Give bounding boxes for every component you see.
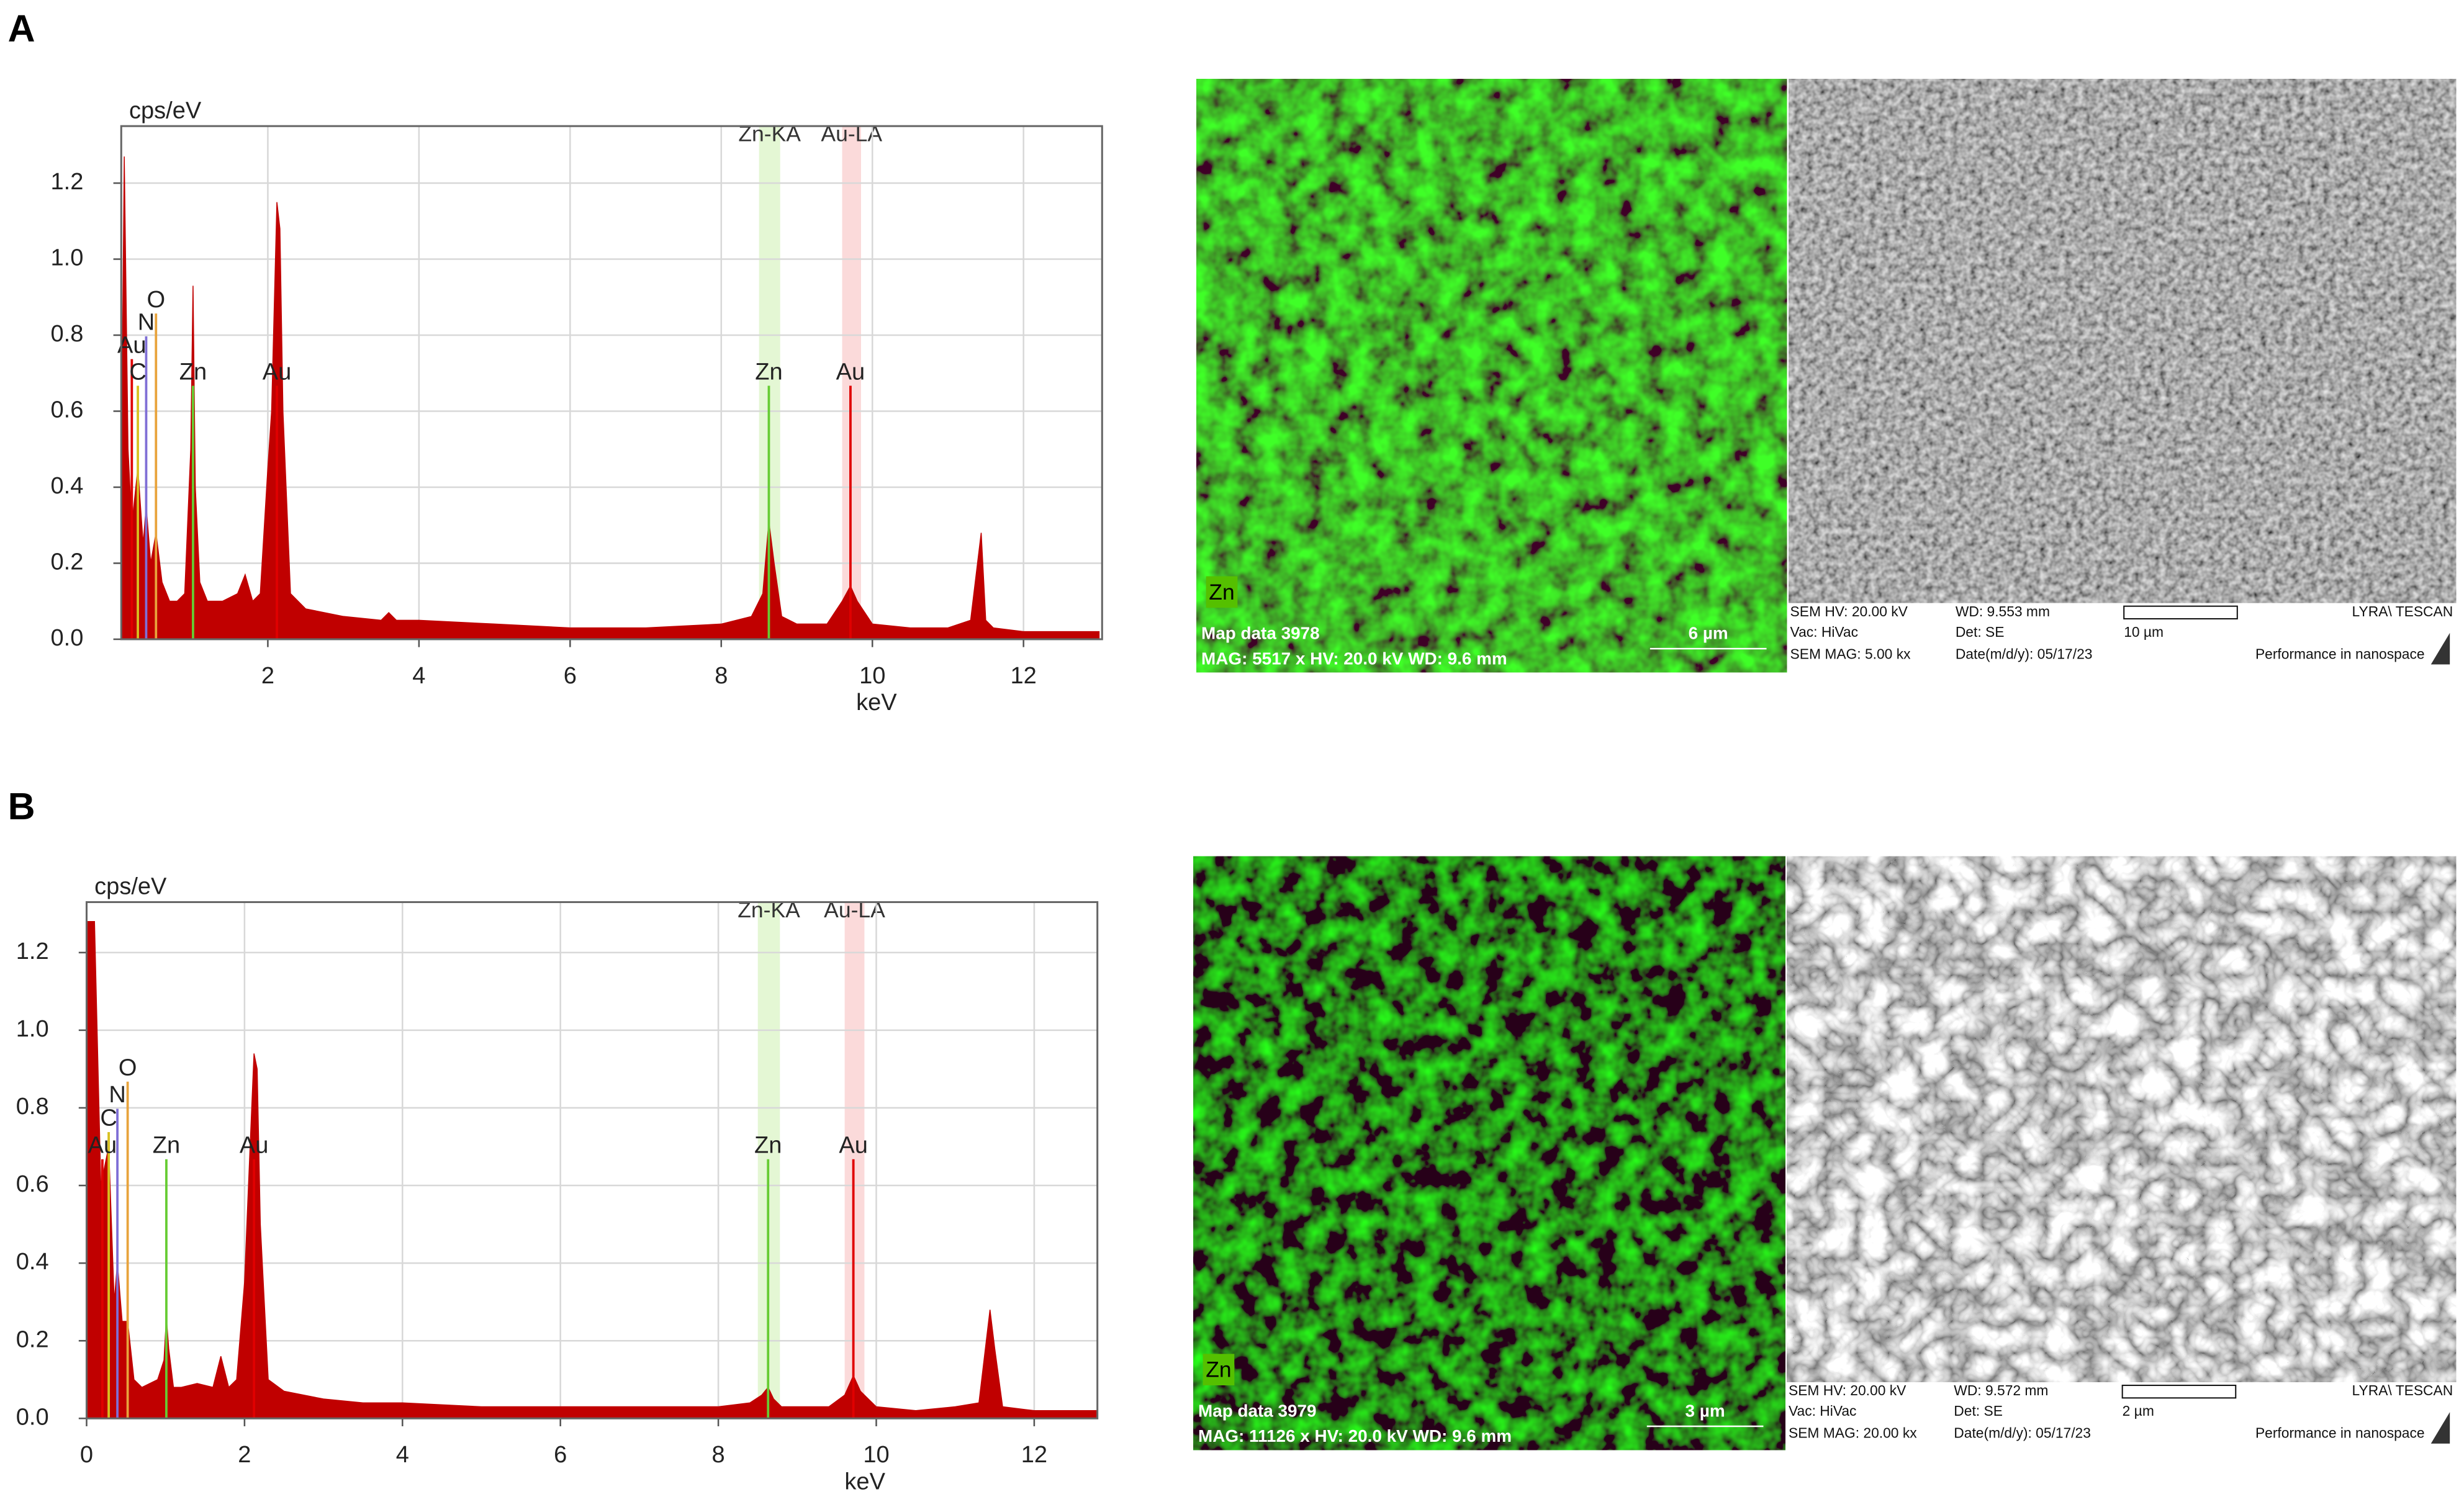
line-band (844, 902, 865, 1419)
y-axis-title: cps/eV (129, 97, 202, 124)
y-tick-label: 0.6 (51, 397, 84, 423)
map-info: MAG: 5517 x HV: 20.0 kV WD: 9.6 mm (1201, 649, 1507, 668)
element-tag: Zn (1206, 1357, 1231, 1382)
y-tick-label: 1.2 (16, 938, 49, 965)
y-tick-label: 0.8 (51, 321, 84, 347)
x-tick-label: 6 (564, 663, 577, 689)
sem-det: Det: SE (1956, 624, 2005, 640)
y-tick-label: 0.8 (16, 1094, 49, 1120)
x-tick-label: 12 (1021, 1442, 1047, 1468)
x-tick-label: 10 (863, 1442, 889, 1468)
element-map-image (1193, 856, 1785, 1450)
sem-det: Det: SE (1954, 1403, 2003, 1419)
element-label: Au (836, 359, 865, 385)
x-tick-label: 4 (412, 663, 425, 689)
element-label: O (119, 1055, 137, 1081)
x-axis-title: keV (856, 690, 897, 716)
element-label: Zn (153, 1133, 180, 1159)
y-tick-label: 1.2 (51, 169, 84, 195)
y-tick-label: 1.0 (16, 1016, 49, 1042)
sem-vac: Vac: HiVac (1790, 624, 1858, 640)
y-tick-label: 1.0 (51, 245, 84, 271)
sem-info-bar (1789, 603, 2457, 673)
map-title: Map data 3978 (1201, 624, 1320, 643)
element-tag-bg (1203, 1354, 1235, 1386)
x-tick-label: 10 (859, 663, 885, 689)
element-label: Au (263, 359, 292, 385)
element-label: C (100, 1105, 117, 1131)
sem-hv: SEM HV: 20.00 kV (1789, 1382, 1907, 1398)
sem-scale-bar (2121, 1385, 2237, 1399)
sem-mag: SEM MAG: 20.00 kx (1789, 1425, 1917, 1441)
sem-vac: Vac: HiVac (1789, 1403, 1856, 1419)
element-label: Zn (179, 359, 207, 385)
sem-wd: WD: 9.572 mm (1954, 1382, 2048, 1398)
map-scale-label: 6 µm (1689, 624, 1728, 643)
element-label: Au (240, 1133, 269, 1159)
element-label: Au (839, 1133, 868, 1159)
x-tick-label: 0 (80, 1442, 93, 1468)
element-label: C (129, 359, 146, 385)
sem-mag: SEM MAG: 5.00 kx (1790, 645, 1911, 662)
sem-hv: SEM HV: 20.00 kV (1790, 603, 1908, 619)
y-tick-label: 0.4 (16, 1249, 49, 1275)
plot-frame (120, 125, 1103, 641)
x-tick-label: 2 (238, 1442, 251, 1468)
element-label: Zn (755, 359, 782, 385)
x-tick-label: 8 (715, 663, 728, 689)
sem-date: Date(m/d/y): 05/17/23 (1956, 645, 2093, 662)
element-label: O (147, 287, 165, 313)
x-axis-title: keV (844, 1468, 885, 1495)
y-tick-label: 0.2 (51, 549, 84, 575)
sem-slogan: Performance in nanospace (2255, 645, 2425, 662)
map-title: Map data 3979 (1198, 1401, 1317, 1421)
x-tick-label: 8 (712, 1442, 725, 1468)
element-tag-bg (1206, 576, 1238, 608)
y-tick-label: 0.6 (16, 1171, 49, 1197)
sem-info-bar (1787, 1382, 2457, 1450)
panel-label: B (8, 785, 35, 827)
spectrum-area (86, 920, 1098, 1419)
sem-slogan: Performance in nanospace (2255, 1425, 2425, 1441)
sem-scale-label: 10 µm (2124, 624, 2164, 640)
y-tick-label: 0.2 (16, 1326, 49, 1352)
sem-image (1787, 856, 2457, 1382)
y-tick-label: 0.0 (51, 625, 84, 651)
spectrum-area (120, 156, 1100, 640)
x-tick-label: 2 (261, 663, 274, 689)
x-tick-label: 6 (554, 1442, 567, 1468)
sem-wd: WD: 9.553 mm (1956, 603, 2050, 619)
element-map-image (1196, 79, 1787, 673)
sem-brand: LYRA\ TESCAN (2352, 603, 2453, 619)
element-label: N (109, 1082, 125, 1108)
y-axis-title: cps/eV (94, 874, 167, 900)
panel-label: A (8, 7, 35, 50)
x-tick-label: 4 (396, 1442, 409, 1468)
plot-frame (85, 901, 1099, 1419)
x-tick-label: 12 (1011, 663, 1037, 689)
sem-scale-label: 2 µm (2123, 1403, 2154, 1419)
y-tick-label: 0.0 (16, 1404, 49, 1430)
sem-image (1789, 79, 2457, 603)
sem-scale-bar (2123, 605, 2238, 619)
map-scale-label: 3 µm (1686, 1401, 1725, 1421)
sem-date: Date(m/d/y): 05/17/23 (1954, 1425, 2091, 1441)
element-label: Au (88, 1133, 117, 1159)
element-label: N (138, 310, 155, 336)
element-label: Au (117, 332, 147, 358)
y-tick-label: 0.4 (51, 473, 84, 499)
element-label: Zn (754, 1133, 782, 1159)
map-info: MAG: 11126 x HV: 20.0 kV WD: 9.6 mm (1198, 1426, 1512, 1446)
sem-logo (2430, 632, 2450, 665)
sem-brand: LYRA\ TESCAN (2352, 1382, 2453, 1398)
element-tag: Zn (1209, 580, 1234, 605)
